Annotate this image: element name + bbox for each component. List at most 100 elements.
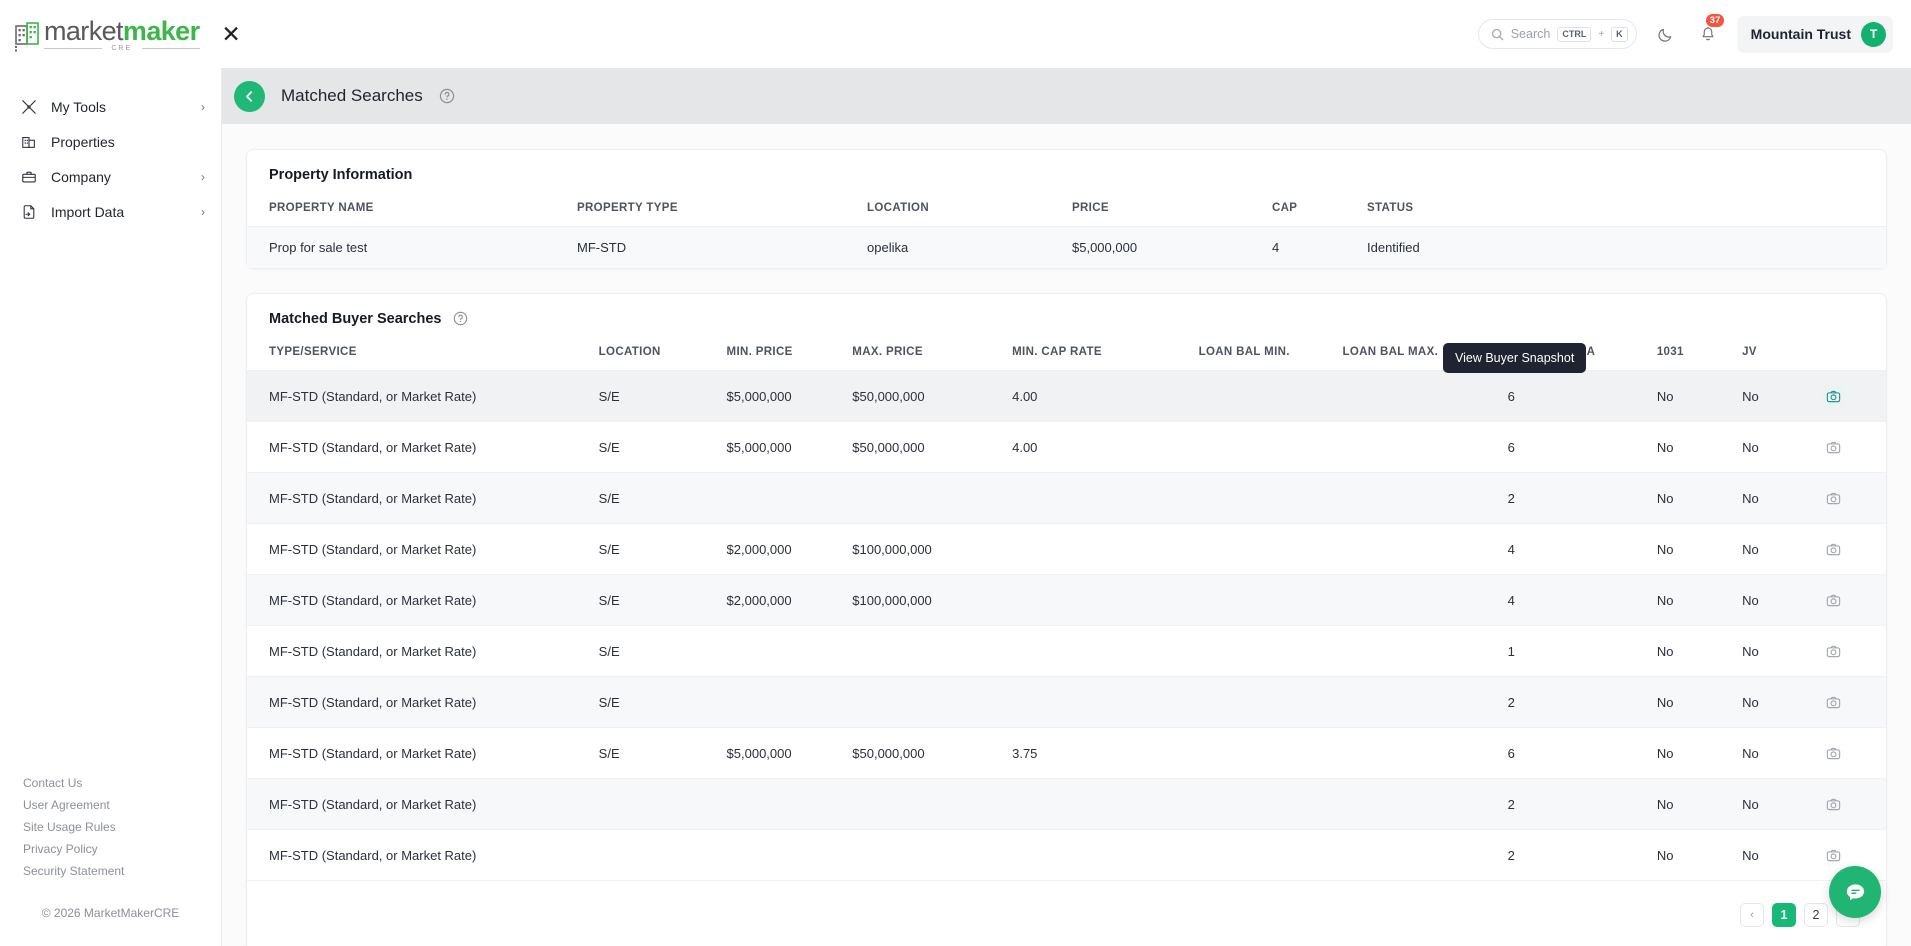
- footer-link-site-usage-rules[interactable]: Site Usage Rules: [23, 820, 116, 834]
- camera-icon[interactable]: [1821, 384, 1846, 408]
- th-actions: [1821, 332, 1886, 371]
- pagination-page-1[interactable]: 1: [1772, 903, 1796, 927]
- table-row[interactable]: MF-STD (Standard, or Market Rate) S/E 1 No N…: [247, 625, 1886, 677]
- cell-min-price: $2,000,000: [726, 523, 853, 575]
- table-row[interactable]: MF-STD (Standard, or Market Rate) S/E $5,0…: [247, 421, 1886, 473]
- pagination-prev[interactable]: ‹: [1740, 903, 1764, 927]
- th-price: PRICE: [1072, 188, 1272, 227]
- footer-link-user-agreement[interactable]: User Agreement: [23, 798, 110, 812]
- search-input[interactable]: Search CTRL + K: [1477, 19, 1637, 49]
- close-icon[interactable]: ✕: [221, 20, 241, 47]
- camera-icon[interactable]: [1822, 792, 1846, 816]
- camera-icon[interactable]: [1822, 690, 1846, 714]
- camera-icon[interactable]: [1822, 486, 1846, 510]
- main-content: Matched Searches Property Information PR…: [222, 68, 1911, 946]
- camera-icon[interactable]: [1822, 588, 1846, 612]
- cell-min-price: $5,000,000: [726, 727, 853, 779]
- property-information-table: PROPERTY NAME PROPERTY TYPE LOCATION PRI…: [247, 188, 1886, 268]
- cell-jv: No: [1742, 574, 1822, 626]
- table-row[interactable]: MF-STD (Standard, or Market Rate) 2 No No: [247, 778, 1886, 830]
- cell-location: opelika: [867, 240, 909, 255]
- card-title: Property Information: [269, 167, 413, 183]
- cell-location: [598, 829, 727, 881]
- cell-loan-bal-min: [1198, 370, 1343, 422]
- th-max-price: MAX. PRICE: [852, 332, 1013, 371]
- sidebar-item-my-tools[interactable]: My Tools ›: [0, 90, 221, 124]
- tools-icon: [20, 99, 37, 116]
- camera-icon[interactable]: [1822, 843, 1846, 867]
- cell-location: [598, 778, 727, 830]
- footer-link-contact-us[interactable]: Contact Us: [23, 776, 83, 790]
- cell-loan-bal-min: [1198, 472, 1343, 524]
- help-icon[interactable]: [439, 88, 455, 104]
- cell-loan-bal-max: [1342, 778, 1508, 830]
- camera-icon[interactable]: [1822, 537, 1846, 561]
- cell-loan-bal-max: [1342, 727, 1508, 779]
- table-row[interactable]: MF-STD (Standard, or Market Rate) S/E $2,0…: [247, 574, 1886, 626]
- cell-num-criteria: 2: [1507, 778, 1657, 830]
- sidebar-item-label: Import Data: [51, 204, 125, 220]
- cell-actions: [1821, 421, 1886, 473]
- camera-icon[interactable]: [1822, 639, 1846, 663]
- logo-word-market: market: [44, 15, 124, 46]
- marketmaker-logo[interactable]: marketmaker CRE: [14, 17, 200, 52]
- cell-max-price: [852, 676, 1013, 728]
- cell-actions: [1821, 574, 1886, 626]
- camera-icon[interactable]: [1822, 741, 1846, 765]
- chevron-right-icon: ›: [201, 170, 205, 184]
- back-button[interactable]: [234, 80, 265, 112]
- cell-num-criteria: 4: [1507, 523, 1657, 575]
- cell-actions: [1821, 625, 1886, 677]
- cell-1031: No: [1656, 625, 1743, 677]
- property-information-header: Property Information: [247, 150, 1886, 188]
- cell-num-criteria: 6: [1507, 727, 1657, 779]
- table-row[interactable]: MF-STD (Standard, or Market Rate) S/E 2 No N…: [247, 676, 1886, 728]
- cell-max-price: $50,000,000: [852, 727, 1013, 779]
- table-row[interactable]: MF-STD (Standard, or Market Rate) S/E $5,0…: [247, 370, 1886, 422]
- notifications-button[interactable]: 37: [1695, 14, 1725, 47]
- cell-num-criteria: 6: [1507, 370, 1657, 422]
- cell-jv: No: [1742, 421, 1822, 473]
- camera-icon[interactable]: [1822, 435, 1846, 459]
- chat-bubble-icon: [1846, 883, 1864, 900]
- help-icon[interactable]: [453, 311, 469, 327]
- briefcase-icon: [20, 169, 37, 186]
- copyright-text: © 2026 MarketMakerCRE: [41, 906, 180, 920]
- cell-location: S/E: [598, 574, 727, 626]
- chat-button[interactable]: [1829, 866, 1881, 918]
- cell-num-criteria: 2: [1507, 829, 1657, 881]
- cell-min-cap-rate: 4.00: [1012, 421, 1199, 473]
- page-title: Matched Searches: [281, 86, 423, 105]
- sidebar-item-import-data[interactable]: Import Data ›: [0, 195, 221, 229]
- table-row[interactable]: MF-STD (Standard, or Market Rate) S/E 2 No N…: [247, 472, 1886, 524]
- dark-mode-toggle[interactable]: [1653, 21, 1679, 47]
- footer-link-security-statement[interactable]: Security Statement: [23, 864, 125, 878]
- cell-min-cap-rate: [1012, 625, 1199, 677]
- table-row[interactable]: MF-STD (Standard, or Market Rate) S/E $5,0…: [247, 727, 1886, 779]
- th-min-cap-rate: MIN. CAP RATE: [1012, 332, 1199, 371]
- cell-jv: No: [1742, 778, 1822, 830]
- cell-actions: [1821, 727, 1886, 779]
- cell-min-price: $5,000,000: [726, 370, 853, 422]
- cell-jv: No: [1742, 829, 1822, 881]
- cell-type-service: MF-STD (Standard, or Market Rate): [247, 523, 599, 575]
- user-menu[interactable]: Mountain Trust T: [1736, 15, 1893, 53]
- cell-location: S/E: [598, 676, 727, 728]
- sidebar-item-company[interactable]: Company ›: [0, 160, 221, 194]
- footer-link-privacy-policy[interactable]: Privacy Policy: [23, 842, 98, 856]
- cell-actions: [1821, 523, 1886, 575]
- th-jv: JV: [1742, 332, 1822, 371]
- cell-min-price: [726, 829, 853, 881]
- cell-loan-bal-max: [1342, 472, 1508, 524]
- top-bar-actions: Search CTRL + K 37 Mountain Trust T: [1477, 14, 1911, 53]
- th-cap: CAP: [1272, 188, 1367, 227]
- cell-type-service: MF-STD (Standard, or Market Rate): [247, 421, 599, 473]
- th-location: LOCATION: [867, 188, 1072, 227]
- table-row[interactable]: Prop for sale test MF-STD opelika $5,000…: [247, 226, 1886, 268]
- cell-jv: No: [1742, 625, 1822, 677]
- table-row[interactable]: MF-STD (Standard, or Market Rate) S/E $2,0…: [247, 523, 1886, 575]
- table-row[interactable]: MF-STD (Standard, or Market Rate) 2 No No: [247, 829, 1886, 881]
- cell-1031: No: [1656, 472, 1743, 524]
- pagination-page-2[interactable]: 2: [1804, 903, 1828, 927]
- sidebar-item-properties[interactable]: Properties: [0, 125, 221, 159]
